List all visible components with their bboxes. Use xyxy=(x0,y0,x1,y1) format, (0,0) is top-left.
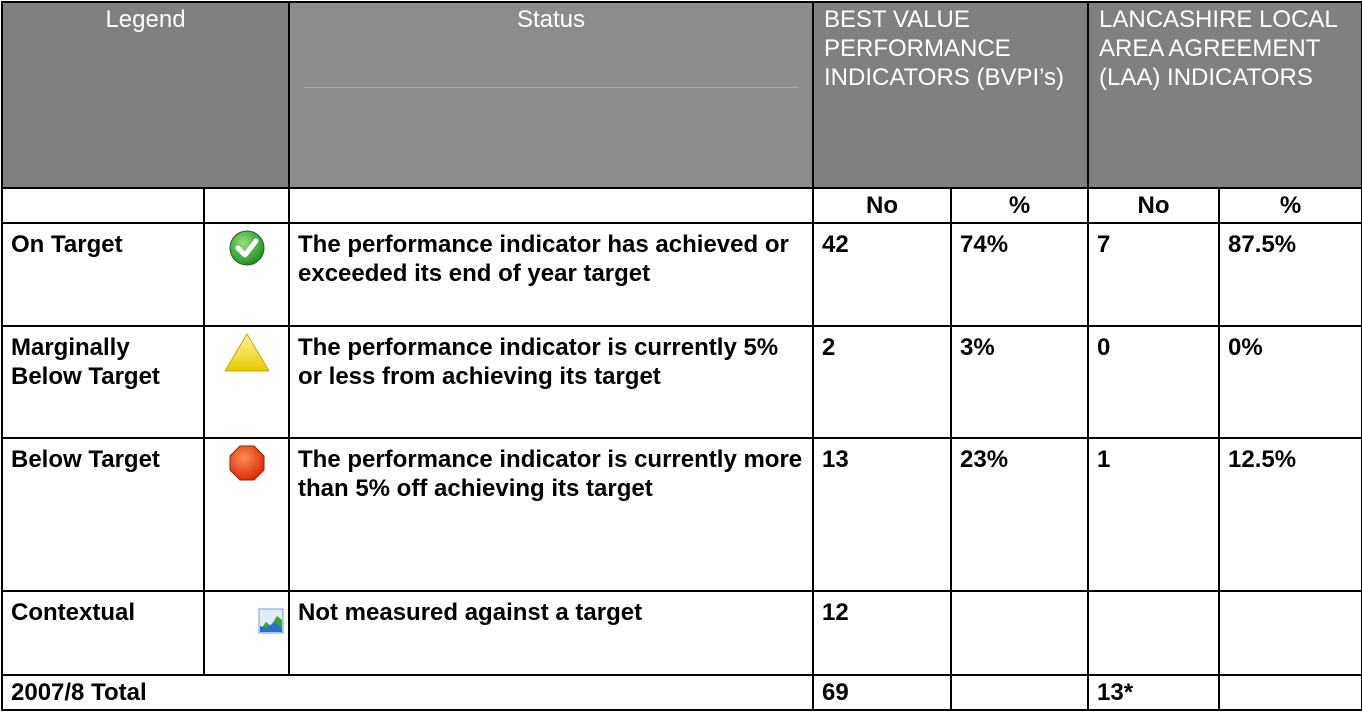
value-cell: 0 xyxy=(1087,325,1221,439)
header-cell: BEST VALUE PERFORMANCE INDICATORS (BVPI’… xyxy=(811,1,1090,189)
value-cell: 2 xyxy=(812,325,952,439)
label-cell: On Target xyxy=(1,222,205,327)
status-cell: The performance indicator is currently m… xyxy=(288,437,814,592)
icon-cell xyxy=(203,590,290,676)
label-cell: Marginally Below Target xyxy=(1,325,205,439)
divider xyxy=(304,87,798,88)
header-text: Status xyxy=(516,6,586,33)
subheader-cell: No xyxy=(812,187,952,224)
cell xyxy=(1218,590,1362,676)
subheader-cell: % xyxy=(949,187,1090,224)
header-cell: LANCASHIRE LOCAL AREA AGREEMENT (LAA) IN… xyxy=(1087,1,1362,189)
cell xyxy=(1087,590,1221,676)
check-icon xyxy=(229,230,264,266)
value-cell: 23% xyxy=(949,437,1090,592)
value-cell: 0% xyxy=(1218,325,1362,439)
row: Contextual Not measured against a target… xyxy=(1,590,1362,676)
header-cell: Status xyxy=(288,1,814,189)
subheader-cell: No xyxy=(1087,187,1221,224)
value-cell: 7 xyxy=(1087,222,1221,327)
cell xyxy=(203,187,290,224)
stop-icon xyxy=(229,445,264,481)
summary-table: Legend Status BEST VALUE PERFORMANCE IND… xyxy=(1,1,1362,711)
status-cell: The performance indicator has achieved o… xyxy=(288,222,814,327)
value-cell: 42 xyxy=(812,222,952,327)
total-row: 2007/8 Total 69 13* xyxy=(1,674,1362,711)
chart-icon xyxy=(258,608,284,634)
header-text: Legend xyxy=(105,6,186,33)
value-cell: 3% xyxy=(949,325,1090,439)
header-text: LANCASHIRE LOCAL AREA AGREEMENT (LAA) IN… xyxy=(1099,6,1337,91)
subheader-cell: % xyxy=(1218,187,1362,224)
cell xyxy=(1218,674,1362,711)
value-cell: 13 xyxy=(812,437,952,592)
value-cell: 12.5% xyxy=(1218,437,1362,592)
cell xyxy=(1,187,205,224)
value-cell: 87.5% xyxy=(1218,222,1362,327)
cell xyxy=(949,674,1090,711)
row: On Target The performance indicator has … xyxy=(1,222,1362,327)
warning-icon xyxy=(224,333,269,372)
label-cell: Below Target xyxy=(1,437,205,592)
icon-cell xyxy=(203,437,290,592)
header-text: BEST VALUE PERFORMANCE INDICATORS (BVPI’… xyxy=(824,6,1065,91)
status-cell: The performance indicator is currently 5… xyxy=(288,325,814,439)
value-cell: 1 xyxy=(1087,437,1221,592)
row: Below Target The performance indicator i… xyxy=(1,437,1362,592)
value-cell: 12 xyxy=(812,590,952,676)
header-cell: Legend xyxy=(1,1,290,189)
header-row: Legend Status BEST VALUE PERFORMANCE IND… xyxy=(1,1,1362,189)
subheader-row: No % No % xyxy=(1,187,1362,224)
icon-cell xyxy=(203,222,290,327)
cell xyxy=(949,590,1090,676)
icon-cell xyxy=(203,325,290,439)
label-cell: Contextual xyxy=(1,590,205,676)
value-cell: 69 xyxy=(812,674,952,711)
cell xyxy=(288,187,814,224)
row: Marginally Below Target The performance … xyxy=(1,325,1362,439)
status-cell: Not measured against a target xyxy=(288,590,814,676)
value-cell: 13* xyxy=(1087,674,1221,711)
label-cell: 2007/8 Total xyxy=(1,674,814,711)
value-cell: 74% xyxy=(949,222,1090,327)
